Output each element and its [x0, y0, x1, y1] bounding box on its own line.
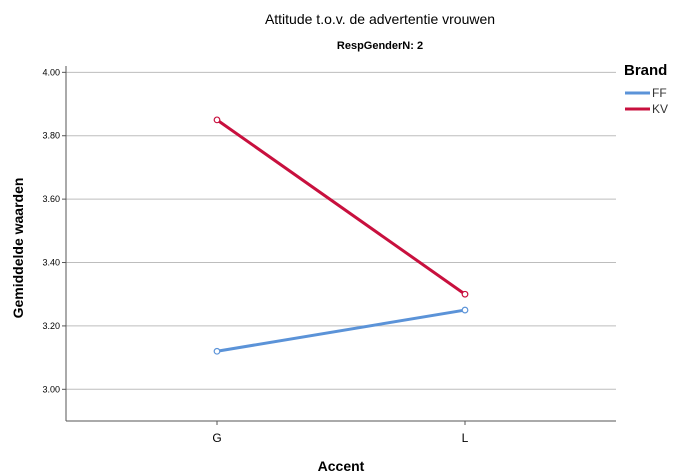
- data-point: [213, 347, 221, 355]
- legend-item-ff: FF: [625, 86, 667, 100]
- data-point: [213, 116, 221, 124]
- y-tick-label: 3.60: [42, 194, 60, 204]
- y-axis-title: Gemiddelde waarden: [10, 178, 26, 319]
- legend-label: FF: [652, 86, 667, 100]
- data-point: [461, 290, 469, 298]
- series-kv: [213, 116, 469, 298]
- x-tick-label: G: [212, 431, 221, 445]
- chart-subtitle: RespGenderN: 2: [337, 40, 423, 52]
- series-ff: [213, 306, 469, 355]
- data-point: [461, 306, 469, 314]
- data-series: [213, 116, 469, 355]
- series-line: [215, 308, 467, 353]
- x-axis-title: Accent: [318, 458, 365, 474]
- gridlines: [66, 71, 616, 390]
- x-tick-label: L: [462, 431, 469, 445]
- legend-title: Brand: [624, 62, 667, 79]
- series-line: [215, 118, 467, 296]
- legend: Brand FF KV: [624, 62, 668, 116]
- y-tick-label: 4.00: [42, 67, 60, 77]
- legend-label: KV: [652, 102, 668, 116]
- y-axis-ticks: 3.00 3.20 3.40 3.60 3.80 4.00: [42, 67, 66, 394]
- legend-items: FF KV: [625, 86, 668, 116]
- legend-item-kv: KV: [625, 102, 668, 116]
- y-tick-label: 3.20: [42, 321, 60, 331]
- chart-title: Attitude t.o.v. de advertentie vrouwen: [265, 11, 495, 27]
- y-tick-label: 3.40: [42, 258, 60, 268]
- y-tick-label: 3.00: [42, 384, 60, 394]
- y-tick-label: 3.80: [42, 131, 60, 141]
